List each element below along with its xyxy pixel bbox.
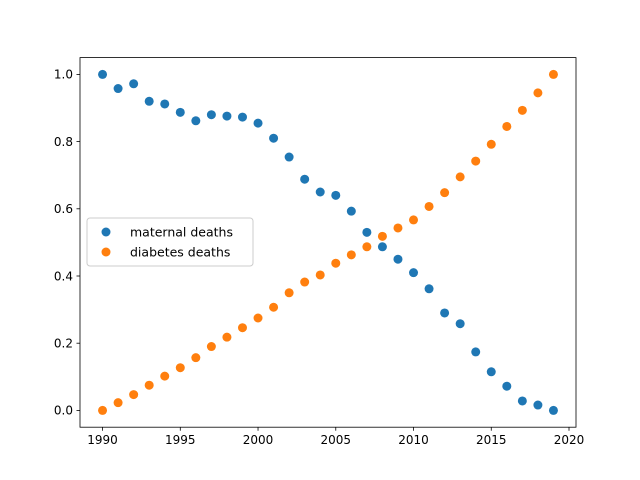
- maternal-deaths-point: [517, 396, 527, 406]
- y-tick-label: 1.0: [54, 68, 73, 82]
- maternal-deaths-point: [222, 111, 232, 121]
- maternal-deaths-point: [471, 347, 481, 357]
- diabetes-deaths-point: [144, 380, 154, 390]
- maternal-deaths-point: [440, 308, 450, 318]
- diabetes-deaths-point: [346, 250, 356, 260]
- diabetes-deaths-point: [517, 105, 527, 115]
- maternal-deaths-point: [113, 84, 123, 94]
- legend-label: diabetes deaths: [130, 245, 230, 260]
- maternal-deaths-point: [377, 242, 387, 252]
- y-tick-label: 0.6: [54, 202, 73, 216]
- maternal-deaths-point: [424, 284, 434, 294]
- diabetes-deaths-point: [284, 288, 294, 298]
- legend-marker: [101, 247, 111, 257]
- diabetes-deaths-point: [237, 323, 247, 333]
- legend: maternal deaths diabetes deaths: [86, 217, 254, 267]
- maternal-deaths-point: [98, 69, 108, 79]
- x-tick-label: 2020: [554, 433, 585, 447]
- maternal-deaths-point: [393, 254, 403, 264]
- maternal-deaths-point: [144, 96, 154, 106]
- maternal-deaths-point: [362, 227, 372, 237]
- diabetes-deaths-point: [455, 172, 465, 182]
- x-tick-label: 2005: [321, 433, 352, 447]
- x-tick-label: 1995: [165, 433, 196, 447]
- x-axis: 1990 1995 2000 2005 2010 2015 2020: [87, 427, 584, 447]
- maternal-deaths-point: [237, 112, 247, 122]
- y-tick-label: 0.4: [54, 269, 73, 283]
- axes-frame: [79, 57, 577, 428]
- maternal-deaths-point: [284, 152, 294, 162]
- maternal-deaths-point: [160, 99, 170, 109]
- diabetes-deaths-point: [486, 139, 496, 149]
- maternal-deaths-point: [300, 174, 310, 184]
- maternal-deaths-point: [175, 107, 185, 117]
- diabetes-deaths-point: [362, 242, 372, 252]
- diabetes-deaths-point: [206, 342, 216, 352]
- diabetes-deaths-point: [113, 398, 123, 408]
- diabetes-deaths-point: [548, 69, 558, 79]
- x-tick-label: 1990: [87, 433, 118, 447]
- diabetes-deaths-point: [175, 363, 185, 373]
- maternal-deaths-point: [331, 190, 341, 200]
- x-tick-label: 2010: [398, 433, 429, 447]
- maternal-deaths-point: [269, 133, 279, 143]
- x-tick-label: 2000: [243, 433, 274, 447]
- y-tick-label: 0.2: [54, 337, 73, 351]
- y-tick-label: 0.0: [54, 404, 73, 418]
- diabetes-deaths-point: [269, 302, 279, 312]
- maternal-deaths-point: [206, 110, 216, 120]
- diabetes-deaths-point: [129, 390, 139, 400]
- diabetes-deaths-point: [160, 371, 170, 381]
- maternal-deaths-point: [409, 268, 419, 278]
- diabetes-deaths-point: [98, 405, 108, 415]
- data-points: [98, 69, 558, 415]
- diabetes-deaths-point: [471, 156, 481, 166]
- diabetes-deaths-point: [191, 353, 201, 363]
- legend-label: maternal deaths: [130, 225, 233, 240]
- diabetes-deaths-point: [393, 223, 403, 233]
- y-tick-label: 0.8: [54, 135, 73, 149]
- diabetes-deaths-point: [440, 188, 450, 198]
- diabetes-deaths-point: [409, 215, 419, 225]
- diabetes-deaths-point: [222, 332, 232, 342]
- maternal-deaths-point: [502, 381, 512, 391]
- maternal-deaths-point: [315, 187, 325, 197]
- maternal-deaths-point: [486, 367, 496, 377]
- maternal-deaths-point: [548, 405, 558, 415]
- legend-marker: [101, 227, 111, 237]
- diabetes-deaths-point: [377, 231, 387, 241]
- maternal-deaths-point: [346, 206, 356, 216]
- maternal-deaths-point: [455, 319, 465, 329]
- diabetes-deaths-point: [315, 270, 325, 280]
- diabetes-deaths-point: [424, 201, 434, 211]
- diabetes-deaths-point: [533, 88, 543, 98]
- maternal-deaths-point: [253, 118, 263, 128]
- maternal-deaths-point: [533, 400, 543, 410]
- maternal-deaths-point: [191, 116, 201, 126]
- diabetes-deaths-point: [331, 258, 341, 268]
- x-tick-label: 2015: [476, 433, 507, 447]
- diabetes-deaths-point: [300, 277, 310, 287]
- y-axis: 0.0 0.2 0.4 0.6 0.8 1.0: [54, 68, 80, 418]
- plot-area: [79, 57, 577, 428]
- diabetes-deaths-point: [253, 313, 263, 323]
- legend-box: [86, 217, 254, 267]
- maternal-deaths-point: [129, 79, 139, 89]
- diabetes-deaths-point: [502, 121, 512, 131]
